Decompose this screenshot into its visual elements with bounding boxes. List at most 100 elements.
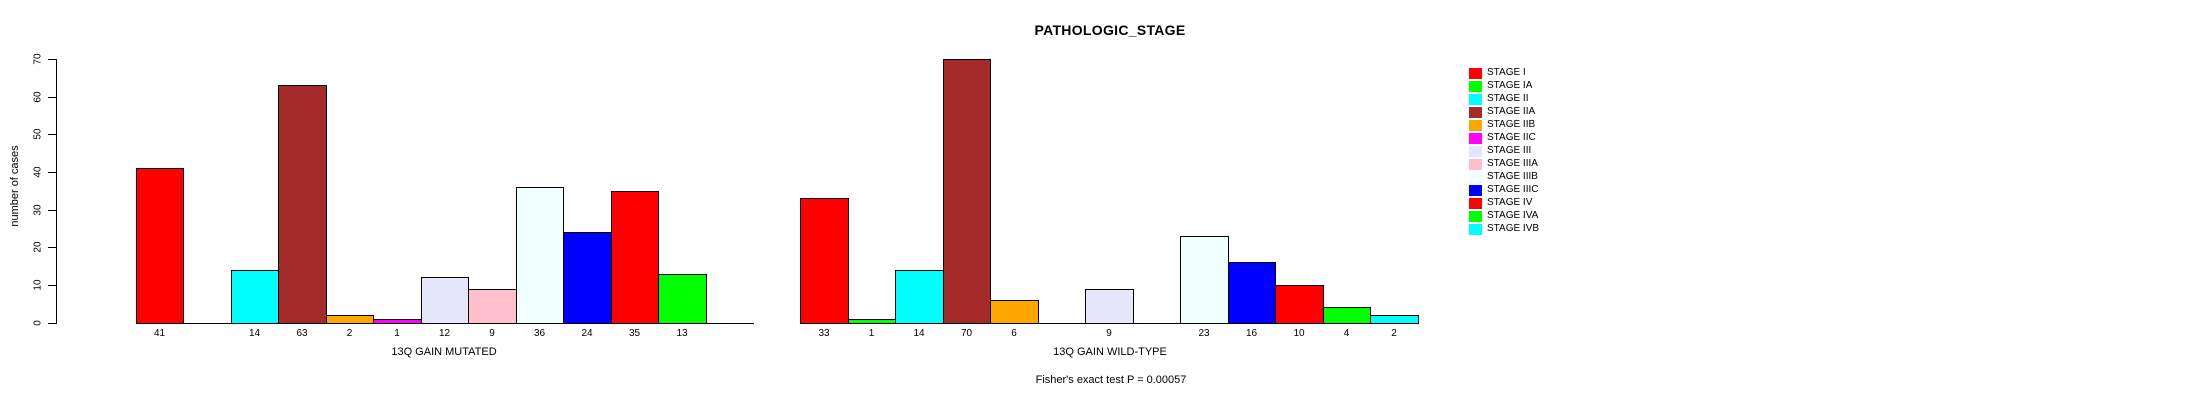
legend-label: STAGE IIA [1487,106,1536,117]
bar-13q-gain-wild-type-stage-iia [943,59,991,324]
legend-label: STAGE IIC [1487,132,1536,143]
bar-count-label: 1 [394,328,400,339]
bar-count-label: 2 [1391,328,1397,339]
bar-13q-gain-wild-type-stage-ia [848,319,896,324]
y-axis-tick [48,172,56,173]
bar-13q-gain-wild-type-stage-iiic [1228,262,1276,324]
legend-item-stage-ia: STAGE IA [1469,80,1532,92]
legend-label: STAGE II [1487,93,1529,104]
bar-count-label: 36 [533,328,546,339]
y-axis-tick-label: 20 [32,241,44,253]
bar-count-label: 70 [960,328,973,339]
legend-color-swatch [1469,106,1482,118]
y-axis-tick-label: 60 [32,91,44,103]
y-axis-tick [48,323,56,324]
bar-13q-gain-wild-type-stage-iib [990,300,1039,324]
legend-color-swatch [1469,93,1482,105]
bar-13q-gain-mutated-stage-ii [231,270,279,324]
bar-13q-gain-mutated-stage-iia [278,85,327,324]
legend-color-swatch [1469,210,1482,222]
fisher-test-annotation: Fisher's exact test P = 0.00057 [1035,374,1187,386]
bar-13q-gain-mutated-stage-iib [326,315,374,324]
legend-color-swatch [1469,197,1482,209]
legend-color-swatch [1469,184,1482,196]
y-axis-tick-label: 70 [32,53,44,65]
y-axis-tick-label: 50 [32,128,44,140]
y-axis-tick-label: 10 [32,279,44,291]
bar-13q-gain-mutated-stage-iic [373,319,422,324]
legend-label: STAGE IIIC [1487,184,1539,195]
legend-item-stage-iv: STAGE IV [1469,197,1532,209]
bar-count-label: 33 [818,328,830,339]
bar-count-label: 14 [913,328,925,339]
bar-13q-gain-mutated-stage-iii [421,277,469,324]
legend-label: STAGE IIIB [1487,171,1538,182]
bar-count-label: 63 [296,328,308,339]
y-axis-tick-label: 0 [32,320,44,326]
legend-label: STAGE IIB [1487,119,1536,130]
bar-count-label: 4 [1343,328,1350,339]
legend-item-stage-iic: STAGE IIC [1469,132,1536,144]
legend-item-stage-ii: STAGE II [1469,93,1529,105]
y-axis-tick [48,285,56,286]
bar-count-label: 24 [581,328,593,339]
bar-13q-gain-mutated-stage-iiia [468,289,517,324]
y-axis-label: number of cases [9,145,21,227]
bar-count-label: 35 [628,328,641,339]
y-axis-tick [48,134,56,135]
y-axis [56,59,57,324]
bar-count-label: 10 [1293,328,1305,339]
chart-title: PATHOLOGIC_STAGE [1034,22,1186,38]
bar-13q-gain-mutated-stage-i [136,168,184,324]
bar-count-label: 1 [868,328,875,339]
legend-item-stage-iii: STAGE III [1469,145,1531,157]
bar-13q-gain-wild-type-stage-ivb [1370,315,1419,324]
y-axis-tick [48,97,56,98]
bar-13q-gain-mutated-stage-iv [611,191,659,324]
legend-label: STAGE IV [1487,197,1533,208]
legend-label: STAGE IVB [1487,223,1540,234]
bar-count-label: 13 [676,328,688,339]
legend-item-stage-iia: STAGE IIA [1469,106,1535,118]
bar-13q-gain-mutated-stage-iiic [563,232,612,324]
bar-13q-gain-mutated-stage-iiib [516,187,564,324]
legend-item-stage-iiib: STAGE IIIB [1469,171,1538,183]
x-axis-label-wild-type: 13Q GAIN WILD-TYPE [1053,346,1167,358]
y-axis-tick [48,59,56,60]
legend-item-stage-iiic: STAGE IIIC [1469,184,1539,196]
bar-13q-gain-wild-type-stage-iii [1085,289,1134,324]
bar-count-label: 12 [438,328,451,339]
legend-item-stage-iva: STAGE IVA [1469,210,1538,222]
bar-count-label: 9 [489,328,495,339]
legend-color-swatch [1469,145,1482,157]
legend-label: STAGE IVA [1487,210,1539,221]
bar-13q-gain-wild-type-stage-i [800,198,849,324]
legend-label: STAGE I [1487,67,1526,78]
y-axis-tick-label: 30 [32,204,44,216]
bar-13q-gain-wild-type-stage-iva [1323,307,1371,324]
legend-item-stage-ivb: STAGE IVB [1469,223,1539,235]
bar-count-label: 6 [1011,328,1017,339]
legend-item-stage-i: STAGE I [1469,67,1526,79]
x-axis-label-mutated: 13Q GAIN MUTATED [391,346,497,358]
legend-item-stage-iiia: STAGE IIIA [1469,158,1538,170]
bar-13q-gain-wild-type-stage-iv [1275,285,1324,324]
bar-count-label: 16 [1245,328,1258,339]
bar-count-label: 9 [1106,328,1112,339]
bar-count-label: 2 [346,328,353,339]
bar-13q-gain-mutated-stage-iva [658,274,707,324]
legend-color-swatch [1469,80,1482,92]
bar-13q-gain-wild-type-stage-iiib [1180,236,1229,324]
legend-color-swatch [1469,158,1482,170]
legend-color-swatch [1469,132,1482,144]
bar-count-label: 14 [248,328,261,339]
legend-item-stage-iib: STAGE IIB [1469,119,1535,131]
y-axis-tick-label: 40 [32,166,44,178]
legend-label: STAGE III [1487,145,1532,156]
legend-label: STAGE IIIA [1487,158,1538,169]
legend-label: STAGE IA [1487,80,1533,91]
y-axis-tick [48,210,56,211]
bar-13q-gain-wild-type-stage-ii [895,270,944,324]
bar-count-label: 41 [153,328,166,339]
